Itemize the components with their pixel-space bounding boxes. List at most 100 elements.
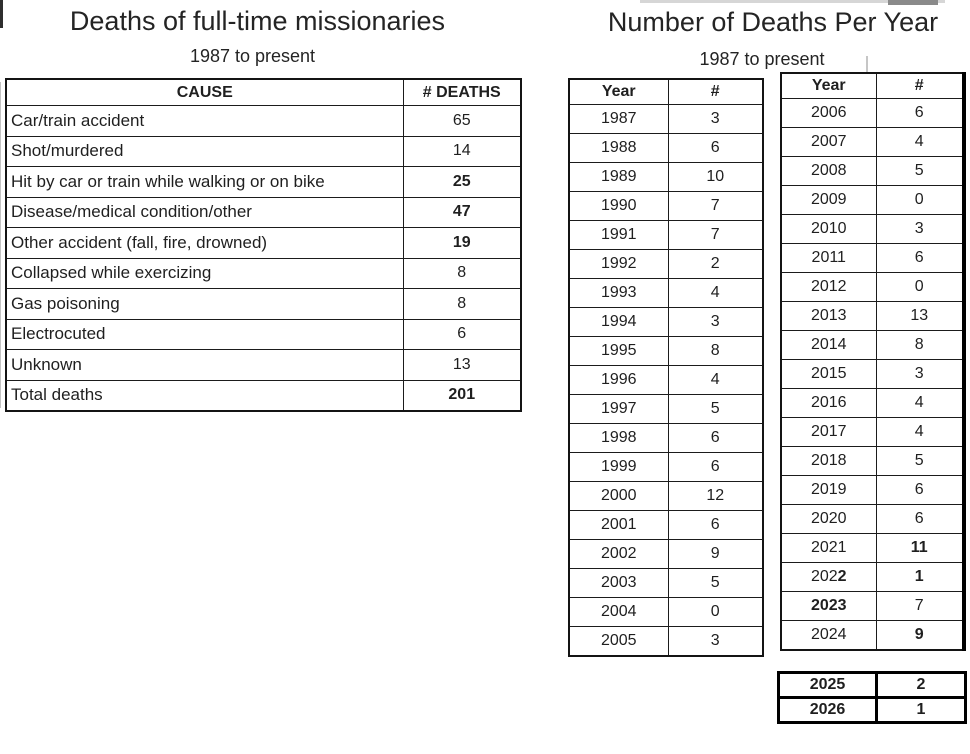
year-cell: 2018 <box>780 446 877 476</box>
year-cell: 2006 <box>780 98 877 128</box>
deaths-per-year-table-2025-2026: 2025 2 2026 1 <box>777 671 967 724</box>
year-table-row: 1991 7 <box>568 220 764 250</box>
year-table-row: 2019 6 <box>780 475 966 505</box>
year-cell: 2020 <box>780 504 877 534</box>
year-text: 2019 <box>810 481 847 498</box>
year-cell: 2025 <box>777 671 878 699</box>
cause-death-count: 47 <box>402 196 522 228</box>
year-text: 2002 <box>600 545 637 562</box>
year-death-count: 7 <box>667 220 764 250</box>
year-cell: 1996 <box>568 365 669 395</box>
cause-table-header-row: CAUSE # DEATHS <box>5 78 522 106</box>
year-table-row: 2018 5 <box>780 446 966 476</box>
deaths-per-year-table-2006-2024: Year # 2006 6 2007 4 2008 5 2009 0 <box>780 72 966 651</box>
year-text: 2009 <box>810 191 847 208</box>
year-death-count: 3 <box>667 307 764 337</box>
year-text: 2017 <box>810 423 847 440</box>
year-cell: 2009 <box>780 185 877 215</box>
year-cell: 1990 <box>568 191 669 221</box>
year-death-count: 4 <box>667 278 764 308</box>
year-table-row: 2023 7 <box>780 591 966 621</box>
cause-death-count: 14 <box>402 135 522 167</box>
year-cell: 2019 <box>780 475 877 505</box>
year-table-row: 1998 6 <box>568 423 764 453</box>
year-death-count: 12 <box>667 481 764 511</box>
year-text: 2003 <box>600 574 637 591</box>
cause-table-row: Collapsed while exercizing 8 <box>5 257 522 289</box>
year-cell: 2005 <box>568 626 669 657</box>
cause-table-row: Other accident (fall, fire, drowned) 19 <box>5 227 522 259</box>
year-text: 2005 <box>600 632 637 649</box>
year-table-row: 2009 0 <box>780 185 966 215</box>
year-table-row: 2003 5 <box>568 568 764 598</box>
year-table-row: 1988 6 <box>568 133 764 163</box>
year-cell: 2015 <box>780 359 877 389</box>
year-cell: 2008 <box>780 156 877 186</box>
boxed-year-row: 2025 2 <box>777 671 967 699</box>
scan-artifact-top-strip-dark <box>888 0 938 5</box>
year-death-count: 8 <box>667 336 764 366</box>
year-cell: 2010 <box>780 214 877 244</box>
year-cell: 1989 <box>568 162 669 192</box>
cause-label: Other accident (fall, fire, drowned) <box>5 227 404 259</box>
year-table-row: 2014 8 <box>780 330 966 360</box>
cause-death-count: 19 <box>402 227 522 259</box>
year-cell: 2026 <box>777 696 878 724</box>
right-section-subtitle: 1987 to present <box>699 49 825 69</box>
year-cell: 1988 <box>568 133 669 163</box>
year-text: 2024 <box>810 626 847 643</box>
left-section-title: Deaths of full-time missionaries <box>69 6 446 36</box>
year-death-count: 6 <box>667 510 764 540</box>
year-death-count: 0 <box>667 597 764 627</box>
year-table-row: 1992 2 <box>568 249 764 279</box>
cause-table-row: Disease/medical condition/other 47 <box>5 196 522 228</box>
year-cell: 1998 <box>568 423 669 453</box>
cause-label: Unknown <box>5 349 404 381</box>
year-death-count: 6 <box>875 98 966 128</box>
year-table-row: 2015 3 <box>780 359 966 389</box>
year-cell: 2004 <box>568 597 669 627</box>
cause-column-header: CAUSE <box>5 78 404 106</box>
year-death-count: 13 <box>875 301 966 331</box>
year-cell: 2001 <box>568 510 669 540</box>
cause-table-row: Electrocuted 6 <box>5 318 522 350</box>
year-table-row: 1990 7 <box>568 191 764 221</box>
year-table-row: 2012 0 <box>780 272 966 302</box>
year-death-count: 5 <box>667 394 764 424</box>
count-column-header: # <box>875 72 966 99</box>
year-text: 2000 <box>600 487 637 504</box>
year-cell: 2003 <box>568 568 669 598</box>
year-text: 2007 <box>810 133 847 150</box>
year-death-count: 8 <box>875 330 966 360</box>
year-death-count: 4 <box>875 417 966 447</box>
year-table-row: 2002 9 <box>568 539 764 569</box>
year-death-count: 5 <box>875 156 966 186</box>
year-death-count: 1 <box>875 696 967 724</box>
year-death-count: 5 <box>667 568 764 598</box>
year-text: 1995 <box>600 342 637 359</box>
year-table-header-row: Year # <box>780 72 966 99</box>
year-cell: 1993 <box>568 278 669 308</box>
year-text: 202 <box>810 568 838 585</box>
year-table-row: 1996 4 <box>568 365 764 395</box>
year-text: 2011 <box>811 249 846 266</box>
year-cell: 1991 <box>568 220 669 250</box>
year-table-row: 2000 12 <box>568 481 764 511</box>
year-death-count: 6 <box>667 133 764 163</box>
year-table-row: 2005 3 <box>568 626 764 657</box>
year-cell: 1987 <box>568 104 669 134</box>
year-death-count: 3 <box>667 104 764 134</box>
year-cell: 2013 <box>780 301 877 331</box>
year-death-count: 10 <box>667 162 764 192</box>
year-table-row: 2011 6 <box>780 243 966 273</box>
cause-death-count: 25 <box>402 166 522 198</box>
year-table-row: 1987 3 <box>568 104 764 134</box>
boxed-year-row: 2026 1 <box>777 696 967 724</box>
year-text: 2012 <box>810 278 847 295</box>
year-table-row: 2008 5 <box>780 156 966 186</box>
year-death-count: 2 <box>875 671 967 699</box>
year-table-row: 2013 13 <box>780 301 966 331</box>
year-death-count: 2 <box>667 249 764 279</box>
cause-death-count: 13 <box>402 349 522 381</box>
year-table-row: 1999 6 <box>568 452 764 482</box>
